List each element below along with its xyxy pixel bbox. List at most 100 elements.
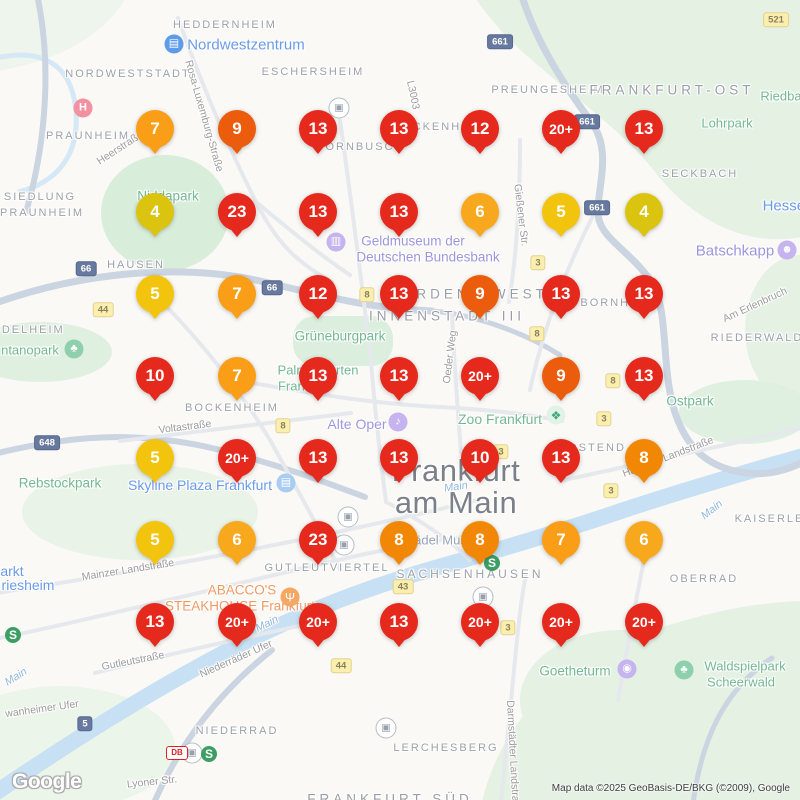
map-pin[interactable]: 5: [136, 521, 174, 559]
shopping-icon[interactable]: ▤: [276, 473, 296, 493]
map-pin[interactable]: 5: [542, 193, 580, 231]
label-alte-oper[interactable]: Alte Oper: [327, 416, 387, 432]
label-nordwestzentrum[interactable]: Nordwestzentrum: [187, 36, 305, 54]
map-pin[interactable]: 13: [542, 439, 580, 477]
district-label: PRAUNHEIM: [0, 207, 85, 219]
train-station-icon[interactable]: ▣: [337, 506, 359, 528]
zoo-paw-icon[interactable]: ❖: [546, 405, 566, 425]
route-badge: 66: [261, 280, 283, 296]
park-label: Ostpark: [666, 393, 714, 409]
map-attribution: Map data ©2025 GeoBasis-DE/BKG (©2009), …: [551, 783, 790, 794]
map-pin[interactable]: 9: [542, 357, 580, 395]
map-pin[interactable]: 9: [461, 275, 499, 313]
city-label: am Main: [394, 485, 518, 520]
map-pin[interactable]: 9: [218, 110, 256, 148]
map-pin[interactable]: 13: [625, 275, 663, 313]
map-pin[interactable]: 13: [380, 193, 418, 231]
park-label: Goetheturm: [539, 663, 611, 679]
museum-icon[interactable]: ▥: [326, 232, 346, 252]
map-pin[interactable]: 13: [299, 439, 337, 477]
venue-icon[interactable]: ☻: [777, 240, 797, 260]
map-pin[interactable]: 10: [461, 439, 499, 477]
map-pin[interactable]: 12: [461, 110, 499, 148]
label-batschkapp[interactable]: Batschkapp: [695, 242, 775, 260]
poi-blue-label[interactable]: arkt: [0, 563, 24, 579]
music-icon[interactable]: ♪: [388, 412, 408, 432]
map-pin[interactable]: 23: [299, 521, 337, 559]
db-icon[interactable]: DB: [166, 746, 188, 760]
map-pin[interactable]: 5: [136, 275, 174, 313]
map-pin[interactable]: 13: [380, 439, 418, 477]
map-pin[interactable]: 13: [625, 110, 663, 148]
restaurant-icon[interactable]: Ψ: [280, 587, 300, 607]
map-pin[interactable]: 20+: [461, 603, 499, 641]
map-pin[interactable]: 6: [625, 521, 663, 559]
shopping-icon[interactable]: ▤: [164, 34, 184, 54]
route-badge: 8: [275, 418, 291, 434]
map-pin[interactable]: 12: [299, 275, 337, 313]
route-badge: 521: [763, 12, 789, 28]
route-badge: 5: [77, 716, 93, 732]
map-pin[interactable]: 13: [380, 110, 418, 148]
map-pin[interactable]: 13: [380, 275, 418, 313]
park-label: Scheerwald: [707, 674, 775, 690]
map-pin[interactable]: 6: [218, 521, 256, 559]
map-pin[interactable]: 5: [136, 439, 174, 477]
map-pin[interactable]: 20+: [542, 603, 580, 641]
google-logo[interactable]: Google: [12, 770, 82, 793]
map-pin[interactable]: 20+: [299, 603, 337, 641]
map-pin[interactable]: 13: [542, 275, 580, 313]
map-pin[interactable]: 20+: [542, 110, 580, 148]
route-badge: 3: [603, 483, 619, 499]
map-pin[interactable]: 13: [299, 357, 337, 395]
map-pin[interactable]: 7: [218, 275, 256, 313]
train-station-icon[interactable]: ▣: [375, 717, 397, 739]
map-pin[interactable]: 20+: [218, 603, 256, 641]
map-pin[interactable]: 10: [136, 357, 174, 395]
district-label: HEDDERNHEIM: [173, 19, 277, 31]
map-pin[interactable]: 8: [380, 521, 418, 559]
route-badge: 66: [75, 261, 97, 277]
park-tree-icon[interactable]: ♣: [64, 339, 84, 359]
map-pin[interactable]: 6: [461, 193, 499, 231]
map-pin[interactable]: 13: [380, 603, 418, 641]
train-station-icon[interactable]: ▣: [328, 97, 350, 119]
poi-blue-label[interactable]: riesheim: [1, 577, 55, 593]
district-label: BOCKENHEIM: [185, 402, 279, 414]
route-badge: 648: [34, 435, 60, 451]
map-pin[interactable]: 20+: [218, 439, 256, 477]
map-pin[interactable]: 13: [625, 357, 663, 395]
poi-blue-label[interactable]: Hessen: [762, 197, 800, 215]
label-geldmuseum[interactable]: Deutschen Bundesbank: [356, 249, 500, 265]
camera-icon[interactable]: ◉: [617, 659, 637, 679]
route-badge: 661: [584, 200, 610, 216]
route-badge: 44: [330, 658, 352, 674]
sbahn-icon[interactable]: S: [201, 746, 217, 762]
map-pin[interactable]: 8: [461, 521, 499, 559]
map-pin[interactable]: 7: [542, 521, 580, 559]
map-pin[interactable]: 13: [299, 110, 337, 148]
label-geldmuseum[interactable]: Geldmuseum der: [361, 233, 465, 249]
map-pin[interactable]: 4: [136, 193, 174, 231]
map-pin[interactable]: 4: [625, 193, 663, 231]
park-tree-icon[interactable]: ♣: [674, 660, 694, 680]
map-pin[interactable]: 8: [625, 439, 663, 477]
route-badge: 44: [92, 302, 114, 318]
map-pin[interactable]: 7: [136, 110, 174, 148]
map-pin[interactable]: 23: [218, 193, 256, 231]
map-pin[interactable]: 13: [299, 193, 337, 231]
district-label: RIEDERWALD: [710, 332, 800, 344]
map-pin[interactable]: 20+: [461, 357, 499, 395]
map-pin[interactable]: 13: [380, 357, 418, 395]
district-label: LERCHESBERG: [393, 742, 499, 754]
hospital-icon[interactable]: H: [73, 98, 93, 118]
map-pin[interactable]: 7: [218, 357, 256, 395]
label-abaccos[interactable]: ABACCO'S: [207, 582, 277, 598]
map-pin[interactable]: 20+: [625, 603, 663, 641]
route-badge: 8: [605, 373, 621, 389]
map-pin[interactable]: 13: [136, 603, 174, 641]
sbahn-icon[interactable]: S: [5, 627, 21, 643]
park-label: Riedba: [760, 88, 800, 104]
